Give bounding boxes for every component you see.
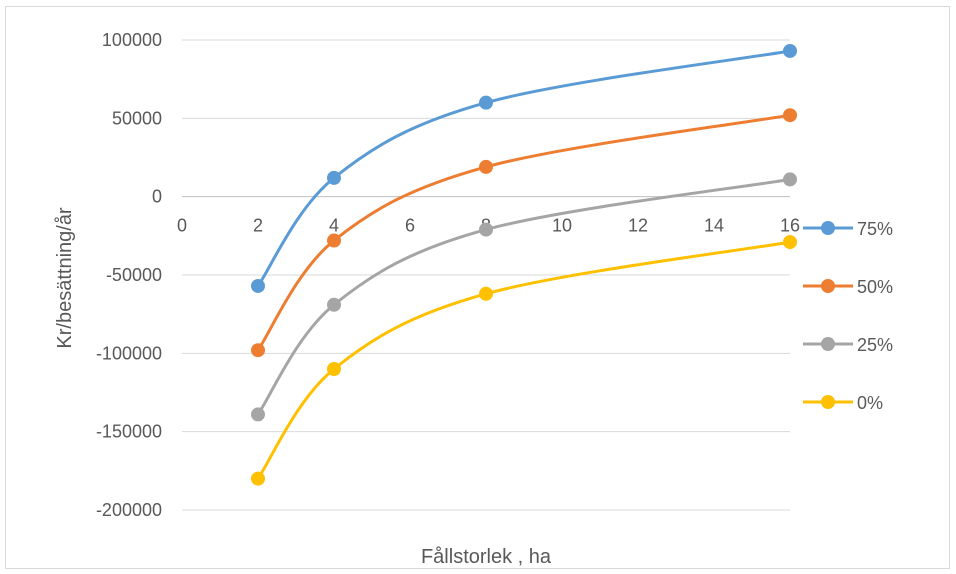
- x-tick-label: 14: [704, 216, 724, 236]
- gridlines: [182, 39, 790, 511]
- series-lines: [256, 49, 792, 481]
- series-markers: [251, 43, 797, 486]
- data-point: [479, 95, 493, 110]
- y-tick-label: 0: [152, 187, 162, 207]
- legend-swatch-marker: [821, 395, 835, 409]
- data-point: [327, 362, 341, 376]
- y-tick-label: 50000: [112, 108, 162, 128]
- data-point: [479, 286, 493, 301]
- data-point: [479, 222, 493, 237]
- y-tick-labels: 100000 50000 0 -50000 -100000 -150000 -200000: [96, 30, 162, 520]
- data-point: [327, 297, 341, 312]
- x-tick-label: 16: [780, 216, 800, 236]
- chart-frame: [5, 6, 950, 569]
- data-point: [251, 471, 265, 486]
- x-tick-label: 2: [253, 216, 263, 236]
- series-line-25pct: [256, 177, 792, 416]
- y-tick-label: -150000: [96, 422, 162, 442]
- y-tick-label: 100000: [102, 30, 162, 50]
- data-point: [327, 170, 341, 185]
- data-point: [251, 278, 265, 293]
- data-point: [783, 108, 797, 123]
- x-axis-title: Fållstorlek , ha: [421, 546, 552, 568]
- legend-swatch-marker: [821, 337, 835, 351]
- x-tick-label: 6: [405, 216, 415, 236]
- x-tick-label: 10: [552, 216, 572, 236]
- data-point: [251, 407, 265, 422]
- series-line-0pct: [256, 240, 792, 481]
- legend-label: 25%: [857, 335, 893, 355]
- y-tick-label: -50000: [106, 265, 162, 285]
- y-tick-label: -100000: [96, 343, 162, 363]
- data-point: [251, 343, 265, 358]
- legend-swatch-marker: [821, 279, 835, 293]
- data-point: [783, 172, 797, 187]
- data-point: [479, 159, 493, 174]
- y-tick-label: -200000: [96, 500, 162, 520]
- x-tick-label: 4: [329, 216, 339, 236]
- series-line-50pct: [256, 113, 792, 352]
- y-axis-title: Kr/besättning/år: [54, 207, 76, 349]
- legend: 75% 50% 25% 0%: [803, 219, 893, 413]
- data-point: [783, 235, 797, 250]
- legend-label: 75%: [857, 219, 893, 239]
- legend-label: 0%: [857, 393, 883, 413]
- data-point: [783, 43, 797, 58]
- x-tick-label: 12: [628, 216, 648, 236]
- legend-swatch-marker: [821, 221, 835, 235]
- data-point: [327, 233, 341, 248]
- series-line-75pct: [256, 49, 792, 288]
- legend-label: 50%: [857, 277, 893, 297]
- x-tick-label: 0: [177, 216, 187, 236]
